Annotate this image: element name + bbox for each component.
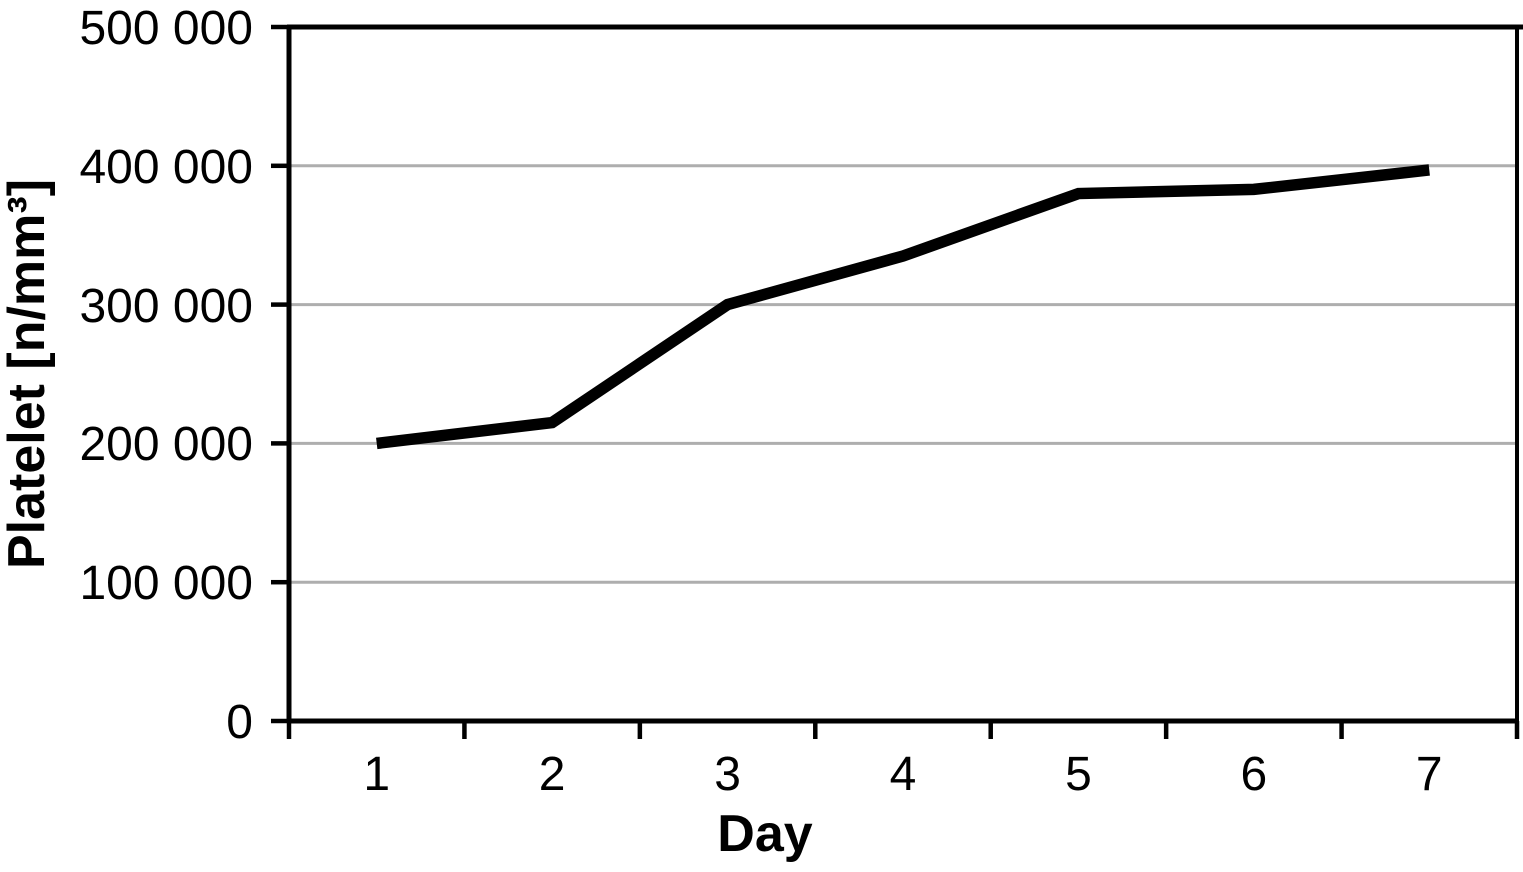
x-tick-label: 1 xyxy=(363,748,391,801)
y-tick-label: 0 xyxy=(226,696,253,749)
y-tick-label: 500 000 xyxy=(79,2,253,55)
series-line xyxy=(376,164,1430,450)
y-tick-label: 100 000 xyxy=(79,557,253,611)
y-tick-label: 400 000 xyxy=(79,140,253,194)
x-tick-label: 3 xyxy=(714,748,741,801)
x-tick-label: 7 xyxy=(1415,748,1443,801)
x-axis-title: Day xyxy=(717,805,813,863)
x-tick-label: 4 xyxy=(889,748,917,801)
y-tick-label: 200 000 xyxy=(79,418,253,472)
x-tick-label: 5 xyxy=(1065,748,1092,801)
y-tick-label: 300 000 xyxy=(79,279,253,333)
x-tick-label: 6 xyxy=(1240,748,1268,801)
x-tick-label: 2 xyxy=(538,748,566,801)
y-axis-title: Platelet [n/mm³] xyxy=(0,178,56,570)
